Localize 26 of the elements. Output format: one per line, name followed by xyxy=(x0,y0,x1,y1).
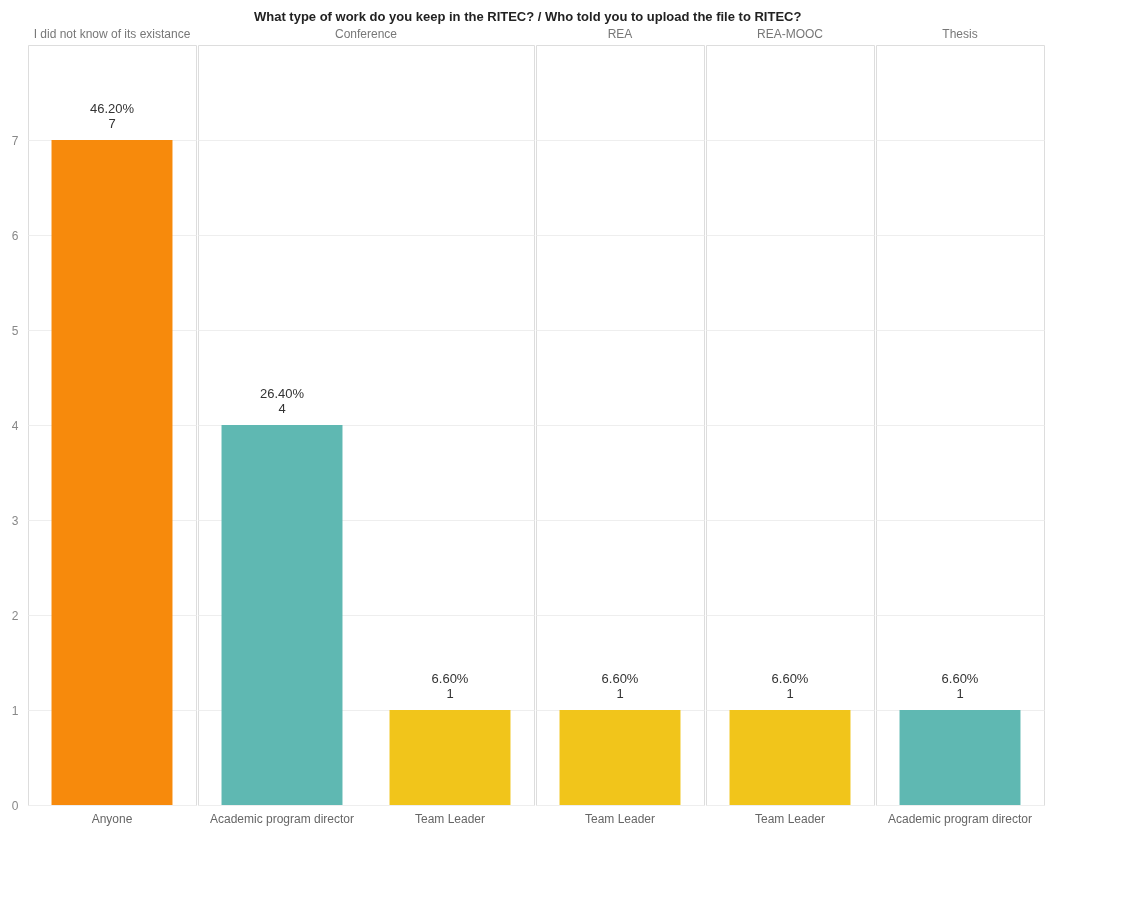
y-tick-label: 7 xyxy=(11,133,19,148)
y-tick-label: 3 xyxy=(11,513,19,528)
y-tick-label: 1 xyxy=(11,703,19,718)
text: What type of work do you keep in the RITEC? / Who told you to upload the file to RITEC? xyxy=(253,8,802,24)
x-tick-label: Team Leader xyxy=(414,811,486,826)
y-tick-label: 2 xyxy=(11,608,19,623)
data-label: 6.60% 1 xyxy=(431,671,469,701)
chart-subtitle: Conference xyxy=(334,27,398,41)
data-label: 6.60% 1 xyxy=(771,671,809,701)
x-tick-label: Academic program director xyxy=(887,811,1033,826)
data-label: 6.60% 1 xyxy=(601,671,639,701)
x-tick-label: Anyone xyxy=(91,811,133,826)
y-tick-label: 0 xyxy=(11,798,19,813)
y-tick-label: 4 xyxy=(11,418,19,433)
chart-subtitle: REA-MOOC xyxy=(757,27,824,41)
x-tick-label: Academic program director xyxy=(209,811,355,826)
data-label: 26.40% 4 xyxy=(259,386,305,416)
chart-subtitle: REA xyxy=(607,27,633,41)
x-tick-label: Team Leader xyxy=(754,811,826,826)
chart-subtitle: Thesis xyxy=(942,27,978,41)
y-tick-label: 5 xyxy=(11,323,19,338)
data-label: 6.60% 1 xyxy=(941,671,979,701)
y-tick-label: 6 xyxy=(11,228,19,243)
chart-subtitle: I did not know of its existance xyxy=(33,27,191,41)
x-tick-label: Team Leader xyxy=(584,811,656,826)
data-label: 46.20% 7 xyxy=(89,101,135,131)
